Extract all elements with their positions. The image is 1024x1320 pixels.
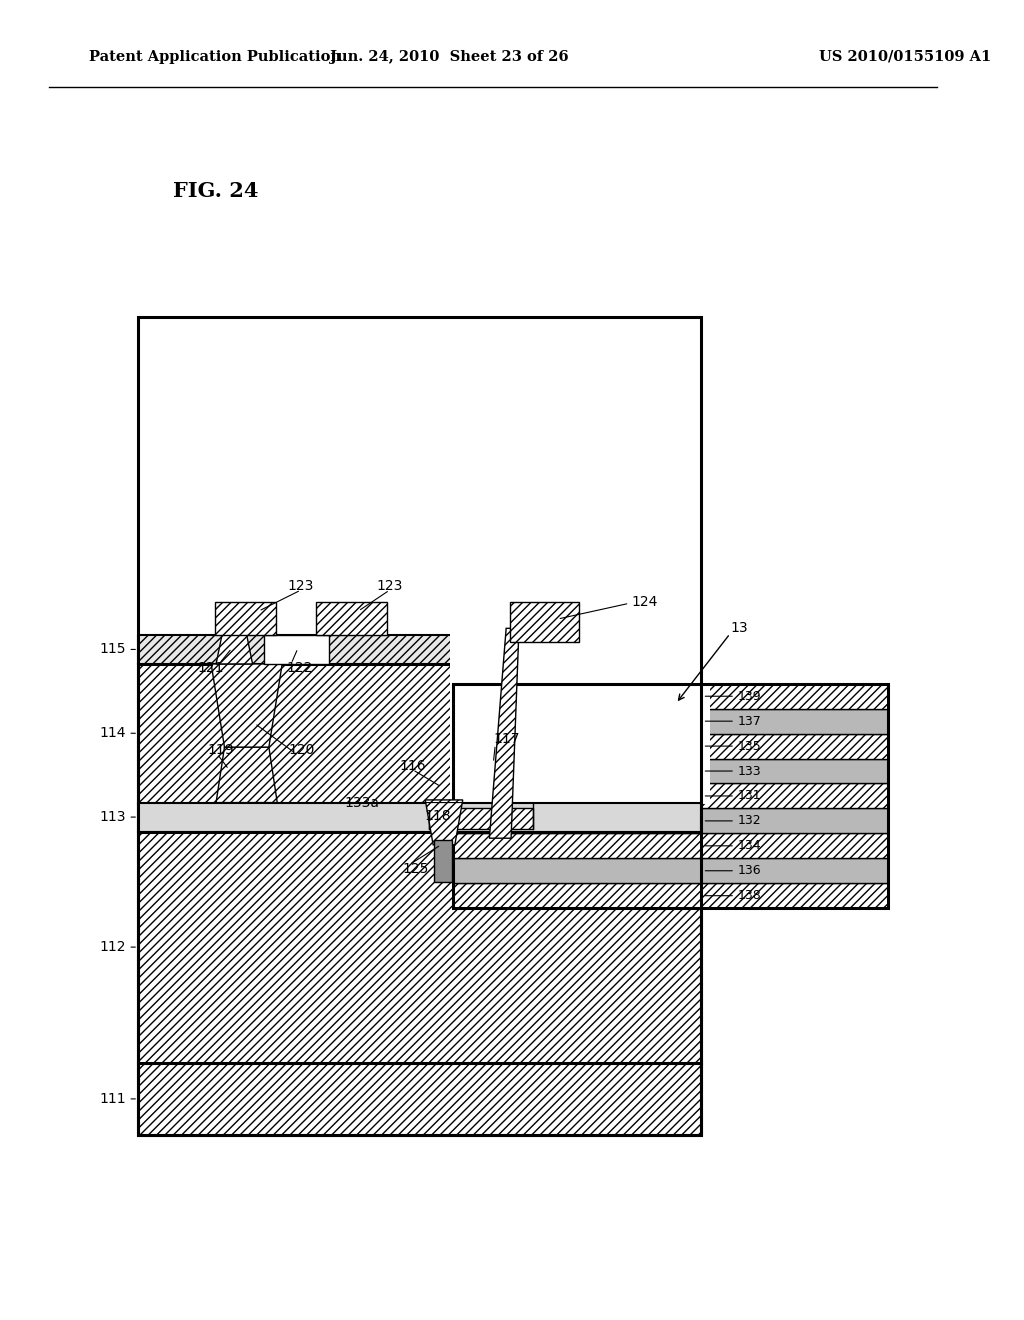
Bar	[453, 734, 888, 759]
Bar	[138, 317, 700, 1135]
Text: 139: 139	[738, 690, 762, 702]
Bar	[453, 784, 888, 808]
Bar	[138, 832, 700, 1063]
Bar	[138, 1063, 700, 1135]
Text: 134: 134	[738, 840, 762, 853]
Text: 111: 111	[99, 1092, 126, 1106]
Text: 117: 117	[494, 733, 520, 746]
Text: 119: 119	[207, 743, 233, 756]
Bar	[453, 803, 700, 832]
Bar	[138, 635, 700, 664]
Bar	[453, 808, 888, 833]
Text: 123: 123	[288, 579, 314, 593]
Bar	[510, 602, 580, 642]
Bar	[138, 664, 700, 803]
Text: 120: 120	[288, 743, 314, 756]
Bar	[264, 635, 329, 664]
Text: 121: 121	[198, 661, 224, 675]
Bar	[315, 602, 387, 635]
Bar	[434, 840, 452, 882]
Text: 133: 133	[738, 764, 762, 777]
Text: 125: 125	[402, 862, 429, 875]
Bar	[453, 858, 888, 883]
Text: 112: 112	[99, 940, 126, 954]
Bar	[451, 615, 711, 804]
Text: 115: 115	[99, 643, 126, 656]
Bar	[453, 883, 888, 908]
Text: 116: 116	[399, 759, 426, 772]
Text: 136: 136	[738, 865, 762, 878]
Text: 124: 124	[632, 595, 657, 609]
Polygon shape	[425, 800, 463, 845]
Text: Jun. 24, 2010  Sheet 23 of 26: Jun. 24, 2010 Sheet 23 of 26	[330, 50, 568, 63]
Text: 122: 122	[286, 661, 312, 675]
Text: 131: 131	[738, 789, 762, 803]
Text: FIG. 24: FIG. 24	[173, 181, 258, 202]
Bar	[453, 759, 888, 784]
Text: 138: 138	[738, 890, 762, 902]
Text: 123: 123	[377, 579, 402, 593]
Bar	[138, 803, 700, 832]
Bar	[453, 684, 888, 908]
Text: 113: 113	[99, 810, 126, 824]
Text: US 2010/0155109 A1: US 2010/0155109 A1	[819, 50, 991, 63]
Bar	[215, 602, 276, 635]
Text: 114: 114	[99, 726, 126, 741]
Bar	[429, 808, 532, 829]
Text: 13: 13	[730, 622, 748, 635]
Polygon shape	[216, 747, 278, 803]
Bar	[453, 833, 888, 858]
Polygon shape	[216, 635, 253, 664]
Text: 118: 118	[424, 809, 451, 822]
Text: 135: 135	[738, 739, 762, 752]
Bar	[459, 622, 494, 667]
Text: 133a: 133a	[345, 796, 380, 809]
Polygon shape	[489, 628, 519, 838]
Text: 132: 132	[738, 814, 762, 828]
Bar	[453, 684, 888, 709]
Bar	[453, 709, 888, 734]
Text: 137: 137	[738, 714, 762, 727]
Polygon shape	[211, 664, 283, 747]
Text: Patent Application Publication: Patent Application Publication	[89, 50, 341, 63]
